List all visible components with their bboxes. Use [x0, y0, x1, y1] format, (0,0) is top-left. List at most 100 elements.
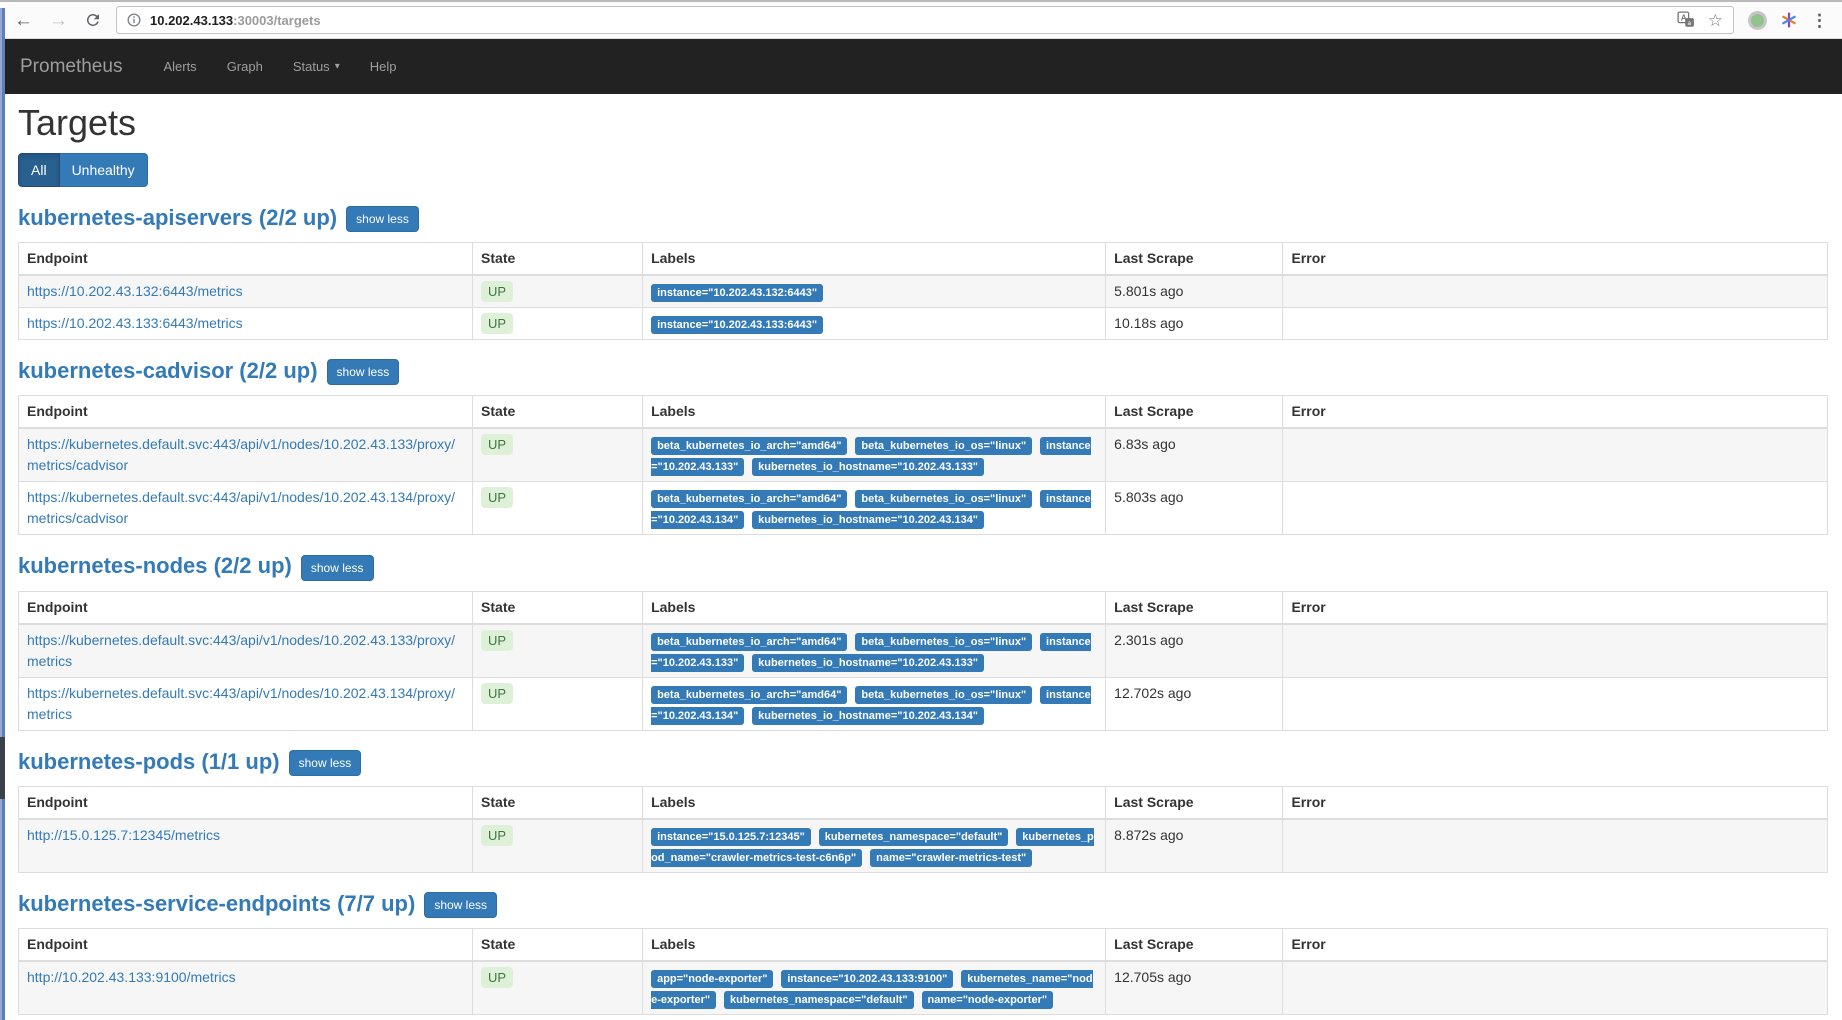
endpoint-cell: https://kubernetes.default.svc:443/api/v… — [17, 481, 474, 536]
filter-all-button[interactable]: All — [18, 153, 60, 187]
column-header-labels: Labels — [642, 590, 1107, 625]
column-header-error: Error — [1282, 927, 1828, 962]
forward-arrow-icon: → — [49, 9, 68, 31]
column-header-labels: Labels — [642, 785, 1107, 820]
label-badge: beta_kubernetes_io_os="linux" — [855, 685, 1033, 704]
column-header-labels: Labels — [642, 242, 1107, 277]
browser-menu-icon[interactable]: ⋮ — [1811, 10, 1828, 30]
labels-cell: instance="10.202.43.132:6443" — [642, 274, 1107, 309]
page-info-icon[interactable] — [127, 13, 141, 27]
back-arrow-icon[interactable]: ← — [14, 9, 33, 31]
endpoint-link[interactable]: http://15.0.125.7:12345/metrics — [27, 826, 221, 843]
labels-cell: instance="10.202.43.133:6443" — [642, 307, 1107, 341]
error-cell — [1282, 307, 1828, 341]
show-less-button[interactable]: show less — [424, 891, 498, 918]
show-less-button[interactable]: show less — [288, 749, 362, 776]
label-badge: instance="15.0.125.7:12345" — [651, 827, 811, 846]
endpoint-link[interactable]: http://10.202.43.133:9100/metrics — [27, 968, 236, 985]
endpoint-cell: https://kubernetes.default.svc:443/api/v… — [17, 427, 474, 483]
endpoint-cell: https://10.202.43.132:6443/metrics — [17, 274, 474, 309]
filter-unhealthy-button[interactable]: Unhealthy — [59, 153, 148, 187]
svg-text:A: A — [1681, 13, 1687, 22]
extension-asterisk-icon[interactable] — [1781, 12, 1797, 28]
jobs: kubernetes-apiservers (2/2 up) show less … — [17, 205, 1828, 1015]
job-section: kubernetes-pods (1/1 up) show less Endpoi… — [17, 748, 1828, 873]
job-title-link[interactable]: kubernetes-nodes (2/2 up) — [18, 553, 292, 579]
labels-cell: instance="15.0.125.7:12345" kubernetes_n… — [642, 818, 1107, 873]
state-badge: UP — [481, 629, 514, 651]
targets-table: Endpoint State Labels Last Scrape Error http… — [17, 927, 1828, 1015]
column-header-endpoint: Endpoint — [17, 927, 474, 962]
job-title-link[interactable]: kubernetes-cadvisor (2/2 up) — [18, 358, 318, 384]
targets-table: Endpoint State Labels Last Scrape Error http… — [17, 590, 1828, 731]
column-header-state: State — [472, 242, 644, 277]
bookmark-star-icon[interactable]: ☆ — [1707, 10, 1723, 30]
endpoint-link[interactable]: https://10.202.43.133:6443/metrics — [27, 315, 243, 332]
endpoint-link[interactable]: https://kubernetes.default.svc:443/api/v… — [27, 684, 456, 722]
navbar-item-help[interactable]: Help — [355, 39, 412, 94]
labels-cell: app="node-exporter" instance="10.202.43.… — [642, 960, 1107, 1015]
column-header-last-scrape: Last Scrape — [1105, 785, 1284, 820]
column-header-endpoint: Endpoint — [17, 395, 474, 430]
target-row: https://kubernetes.default.svc:443/api/v… — [17, 481, 1828, 536]
endpoint-cell: https://kubernetes.default.svc:443/api/v… — [17, 676, 474, 731]
navbar-item-label: Alerts — [163, 59, 197, 74]
job-title-link[interactable]: kubernetes-service-endpoints (7/7 up) — [18, 890, 416, 916]
last-scrape-cell: 6.83s ago — [1105, 427, 1284, 483]
label-badge: beta_kubernetes_io_arch="amd64" — [651, 632, 848, 651]
target-filter-group: All Unhealthy — [18, 153, 148, 187]
column-header-endpoint: Endpoint — [17, 785, 474, 820]
header-row: Endpoint State Labels Last Scrape Error — [17, 785, 1828, 820]
targets-table: Endpoint State Labels Last Scrape Error http… — [17, 395, 1828, 536]
label-badge: name="node-exporter" — [921, 990, 1054, 1009]
reload-icon[interactable] — [84, 11, 102, 29]
error-cell — [1282, 481, 1828, 536]
label-badge: kubernetes_namespace="default" — [818, 827, 1009, 846]
brand-prometheus[interactable]: Prometheus — [20, 55, 123, 77]
url-path: :30003/targets — [233, 12, 321, 28]
show-less-button[interactable]: show less — [326, 359, 400, 386]
labels-cell: beta_kubernetes_io_arch="amd64" beta_kub… — [642, 676, 1107, 731]
error-cell — [1282, 274, 1828, 309]
label-badge: name="crawler-metrics-test" — [870, 848, 1033, 867]
navbar-items: Alerts Graph Status ▾ Help — [148, 39, 411, 94]
targets-tbody: https://10.202.43.132:6443/metrics UP in… — [17, 274, 1828, 341]
endpoint-link[interactable]: https://kubernetes.default.svc:443/api/v… — [27, 489, 456, 527]
state-cell: UP — [472, 274, 644, 309]
job-title-link[interactable]: kubernetes-pods (1/1 up) — [18, 748, 280, 774]
last-scrape-cell: 12.702s ago — [1105, 676, 1284, 731]
label-badge: beta_kubernetes_io_os="linux" — [855, 490, 1033, 509]
state-badge: UP — [481, 682, 514, 704]
label-badge: beta_kubernetes_io_arch="amd64" — [651, 437, 848, 456]
last-scrape-cell: 12.705s ago — [1105, 960, 1284, 1015]
targets-table: Endpoint State Labels Last Scrape Error http… — [17, 242, 1828, 341]
endpoint-link[interactable]: https://kubernetes.default.svc:443/api/v… — [27, 436, 456, 474]
job-title-link[interactable]: kubernetes-apiservers (2/2 up) — [18, 205, 338, 230]
targets-tbody: http://15.0.125.7:12345/metrics UP insta… — [17, 818, 1828, 873]
show-less-button[interactable]: show less — [346, 206, 419, 233]
page-title: Targets — [18, 102, 137, 143]
navbar-item-status[interactable]: Status ▾ — [278, 39, 355, 94]
label-badge: instance="10.202.43.133:9100" — [781, 969, 954, 988]
endpoint-link[interactable]: https://10.202.43.132:6443/metrics — [27, 283, 243, 300]
state-cell: UP — [472, 623, 644, 678]
extension-green-dot-icon[interactable] — [1751, 13, 1764, 27]
endpoint-link[interactable]: https://kubernetes.default.svc:443/api/v… — [27, 631, 456, 669]
column-header-labels: Labels — [642, 395, 1107, 430]
show-less-button[interactable]: show less — [300, 554, 374, 581]
target-row: https://10.202.43.133:6443/metrics UP in… — [17, 307, 1828, 341]
state-cell: UP — [472, 818, 644, 873]
error-cell — [1282, 676, 1828, 731]
navbar-item-graph[interactable]: Graph — [212, 39, 278, 94]
targets-tbody: https://kubernetes.default.svc:443/api/v… — [17, 427, 1828, 536]
navbar-item-alerts[interactable]: Alerts — [148, 39, 211, 94]
job-heading: kubernetes-service-endpoints (7/7 up) sho… — [18, 891, 1828, 918]
column-header-last-scrape: Last Scrape — [1105, 927, 1284, 962]
target-row: https://kubernetes.default.svc:443/api/v… — [17, 623, 1828, 678]
last-scrape-cell: 5.803s ago — [1105, 481, 1284, 536]
header-row: Endpoint State Labels Last Scrape Error — [17, 927, 1828, 962]
labels-cell: beta_kubernetes_io_arch="amd64" beta_kub… — [642, 427, 1107, 483]
label-badge: kubernetes_io_hostname="10.202.43.133" — [752, 458, 985, 477]
